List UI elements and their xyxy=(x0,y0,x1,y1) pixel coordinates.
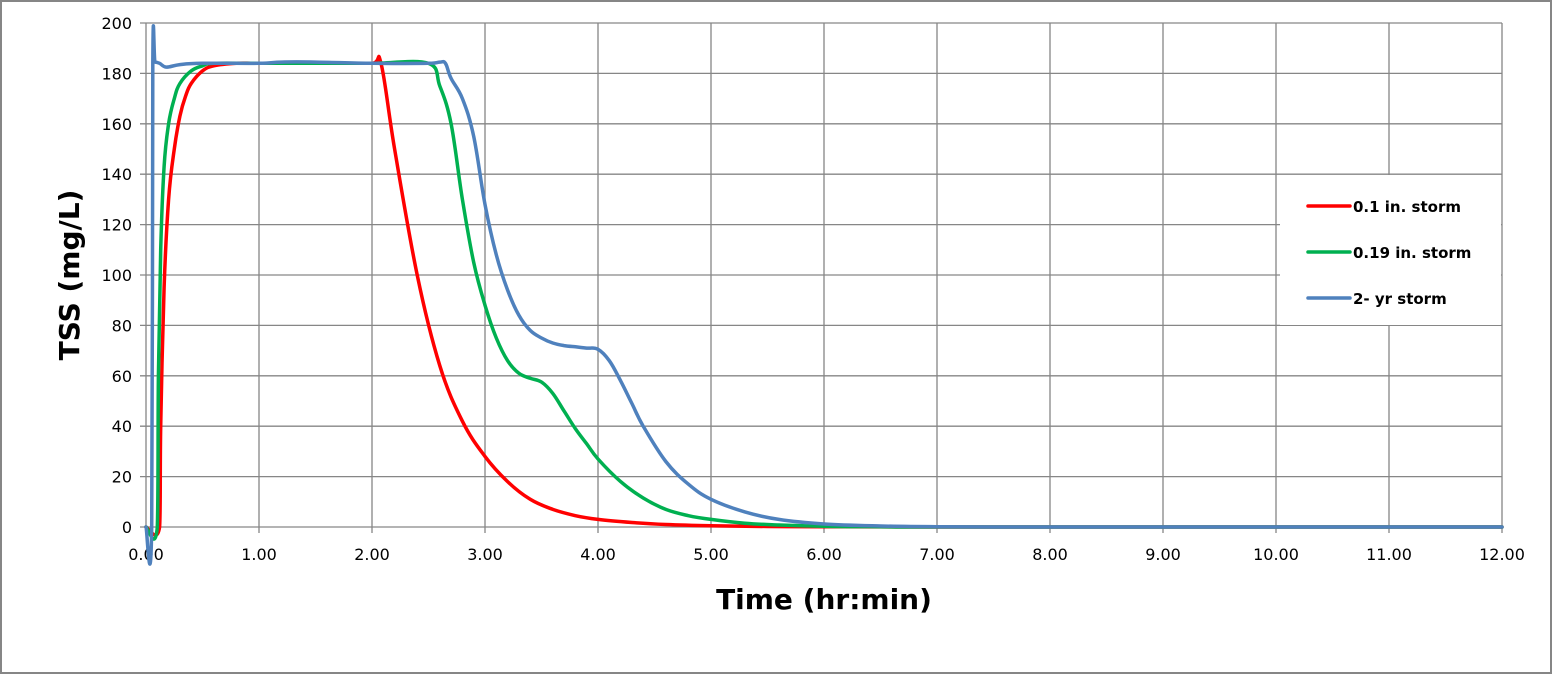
legend-box xyxy=(1280,175,1501,325)
y-tick-label: 80 xyxy=(112,316,132,335)
legend: 0.1 in. storm 0.19 in. storm 2- yr storm xyxy=(1280,175,1501,325)
x-tick-label: 11.00 xyxy=(1366,545,1412,564)
legend-label: 0.1 in. storm xyxy=(1353,198,1461,216)
y-tick-label: 160 xyxy=(101,115,132,134)
y-axis-title: TSS (mg/L) xyxy=(53,190,86,361)
y-tick-label: 60 xyxy=(112,367,132,386)
x-tick-label: 7.00 xyxy=(919,545,955,564)
x-tick-label: 6.00 xyxy=(806,545,842,564)
y-tick-label: 120 xyxy=(101,216,132,235)
y-tick-label: 0 xyxy=(122,518,132,537)
series-line-2 xyxy=(144,24,1504,566)
x-tick-label: 0.00 xyxy=(128,545,164,564)
x-tick-label: 2.00 xyxy=(354,545,390,564)
x-tick-label: 8.00 xyxy=(1032,545,1068,564)
y-tick-label: 140 xyxy=(101,165,132,184)
x-tick-label: 10.00 xyxy=(1253,545,1299,564)
series-line-1 xyxy=(144,59,1504,541)
y-tick-label: 180 xyxy=(101,64,132,83)
x-axis-ticks: 0.00 1.00 2.00 3.00 4.00 5.00 6.00 7.00 8.00 9.00… xyxy=(128,545,1525,564)
y-axis-ticks: 0 20 40 60 80 100 120 140 160 180 200 xyxy=(101,14,132,537)
x-tick-label: 1.00 xyxy=(241,545,277,564)
data-series xyxy=(144,24,1504,566)
legend-label: 0.19 in. storm xyxy=(1353,244,1471,262)
y-tick-label: 20 xyxy=(112,468,132,487)
legend-label: 2- yr storm xyxy=(1353,290,1447,308)
x-tick-label: 4.00 xyxy=(580,545,616,564)
x-tick-label: 5.00 xyxy=(693,545,729,564)
series-line-0 xyxy=(144,54,1504,537)
x-tick-label: 9.00 xyxy=(1145,545,1181,564)
x-tick-label: 3.00 xyxy=(467,545,503,564)
x-axis-title: Time (hr:min) xyxy=(716,583,932,616)
x-tick-label: 12.00 xyxy=(1479,545,1525,564)
y-tick-label: 200 xyxy=(101,14,132,33)
y-tick-label: 100 xyxy=(101,266,132,285)
y-tick-label: 40 xyxy=(112,417,132,436)
